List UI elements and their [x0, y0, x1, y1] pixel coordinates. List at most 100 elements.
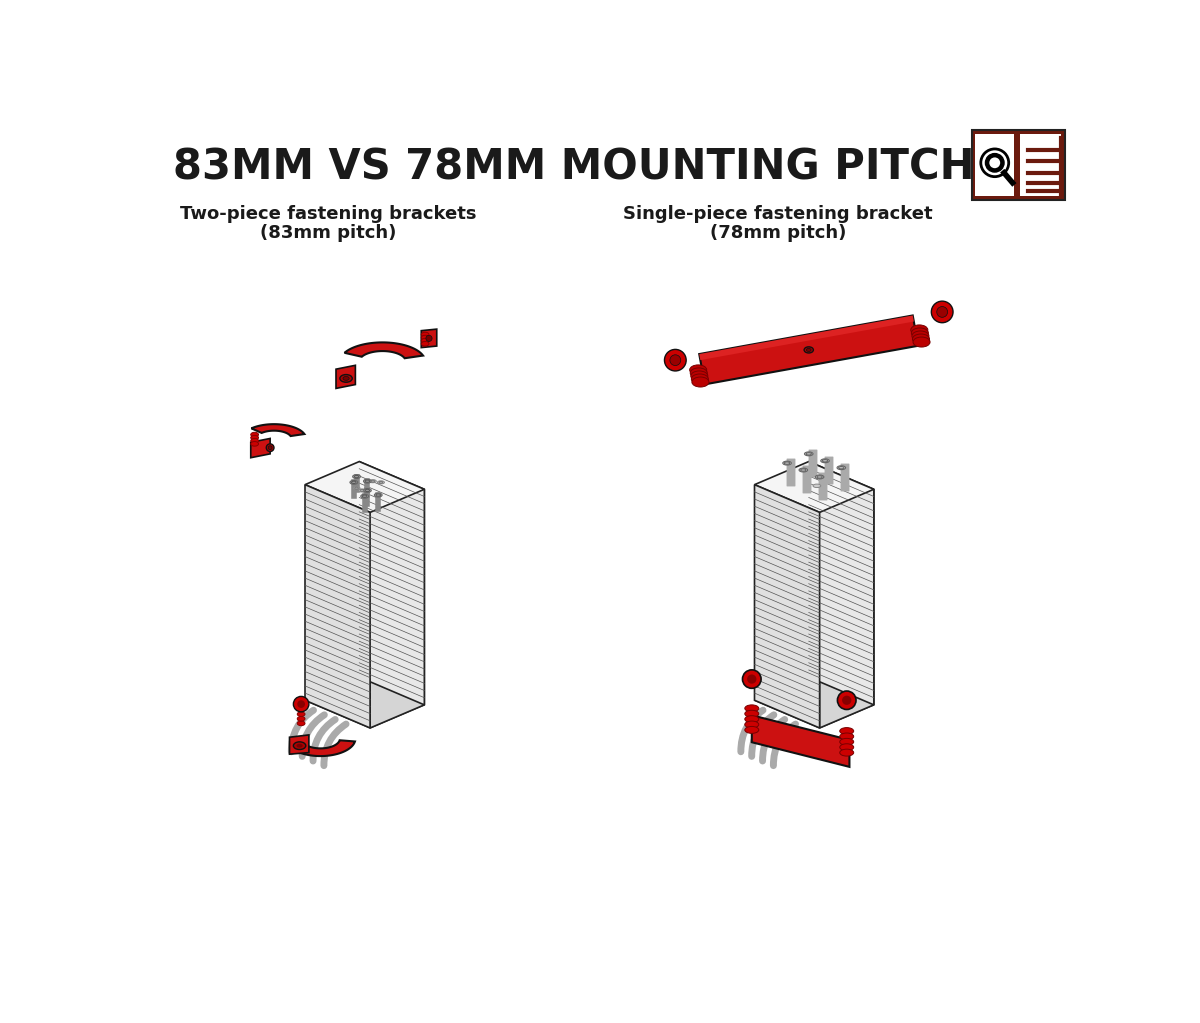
- Ellipse shape: [352, 481, 356, 484]
- Ellipse shape: [785, 462, 790, 464]
- FancyBboxPatch shape: [972, 131, 1064, 199]
- Ellipse shape: [374, 493, 382, 497]
- Ellipse shape: [840, 744, 853, 751]
- Polygon shape: [700, 315, 914, 360]
- Circle shape: [931, 301, 953, 322]
- Text: Single-piece fastening bracket: Single-piece fastening bracket: [623, 205, 932, 223]
- Ellipse shape: [745, 721, 758, 728]
- Polygon shape: [820, 489, 874, 728]
- Ellipse shape: [251, 442, 258, 446]
- Polygon shape: [421, 329, 437, 348]
- Text: (83mm pitch): (83mm pitch): [260, 224, 396, 241]
- Ellipse shape: [343, 376, 349, 381]
- Circle shape: [298, 701, 305, 708]
- Polygon shape: [289, 735, 308, 754]
- Circle shape: [937, 307, 948, 317]
- Ellipse shape: [690, 368, 707, 377]
- Circle shape: [670, 355, 680, 365]
- Polygon shape: [755, 677, 874, 728]
- Circle shape: [266, 444, 274, 451]
- Circle shape: [985, 153, 1004, 172]
- Polygon shape: [344, 343, 424, 358]
- Ellipse shape: [913, 337, 930, 347]
- Circle shape: [665, 350, 686, 371]
- Polygon shape: [251, 425, 305, 436]
- Ellipse shape: [365, 489, 370, 492]
- Polygon shape: [300, 741, 355, 756]
- Ellipse shape: [782, 461, 791, 465]
- Ellipse shape: [298, 712, 305, 716]
- Ellipse shape: [378, 481, 384, 484]
- Ellipse shape: [745, 710, 758, 717]
- Ellipse shape: [806, 349, 811, 352]
- Ellipse shape: [806, 453, 811, 455]
- Circle shape: [838, 691, 856, 710]
- Ellipse shape: [353, 487, 360, 490]
- Ellipse shape: [340, 374, 353, 383]
- FancyBboxPatch shape: [976, 134, 1014, 196]
- Circle shape: [980, 149, 1009, 177]
- Ellipse shape: [912, 331, 929, 341]
- Circle shape: [743, 670, 761, 688]
- Ellipse shape: [911, 325, 928, 335]
- Ellipse shape: [421, 336, 430, 340]
- Ellipse shape: [691, 371, 708, 381]
- Ellipse shape: [817, 476, 822, 478]
- Ellipse shape: [298, 716, 305, 721]
- Polygon shape: [305, 677, 425, 728]
- Ellipse shape: [745, 716, 758, 722]
- Ellipse shape: [912, 333, 930, 344]
- Ellipse shape: [839, 466, 844, 469]
- Polygon shape: [251, 439, 270, 457]
- Ellipse shape: [840, 727, 853, 735]
- Ellipse shape: [799, 469, 808, 472]
- Ellipse shape: [354, 476, 359, 478]
- Ellipse shape: [421, 332, 430, 337]
- Ellipse shape: [840, 749, 853, 756]
- Ellipse shape: [822, 459, 828, 462]
- Ellipse shape: [379, 482, 383, 483]
- Ellipse shape: [361, 494, 368, 498]
- Circle shape: [426, 336, 432, 342]
- Circle shape: [748, 674, 756, 683]
- Ellipse shape: [745, 726, 758, 733]
- Polygon shape: [336, 365, 355, 389]
- Ellipse shape: [690, 365, 707, 374]
- Ellipse shape: [296, 744, 302, 748]
- Ellipse shape: [421, 342, 430, 346]
- Ellipse shape: [293, 742, 306, 750]
- Ellipse shape: [371, 480, 374, 482]
- Circle shape: [989, 158, 1000, 168]
- Ellipse shape: [298, 707, 305, 712]
- Circle shape: [293, 697, 308, 712]
- Ellipse shape: [376, 494, 380, 496]
- Ellipse shape: [350, 481, 358, 484]
- Ellipse shape: [355, 487, 359, 489]
- Polygon shape: [755, 485, 820, 728]
- Ellipse shape: [251, 433, 258, 437]
- Ellipse shape: [364, 489, 371, 492]
- Ellipse shape: [360, 489, 364, 491]
- Ellipse shape: [804, 452, 814, 456]
- Ellipse shape: [421, 339, 430, 343]
- Polygon shape: [755, 461, 874, 513]
- Ellipse shape: [804, 347, 814, 353]
- Ellipse shape: [365, 480, 370, 483]
- Circle shape: [842, 696, 851, 705]
- Text: Two-piece fastening brackets: Two-piece fastening brackets: [180, 205, 476, 223]
- Ellipse shape: [251, 436, 258, 440]
- Circle shape: [268, 446, 272, 450]
- Polygon shape: [751, 715, 850, 767]
- Polygon shape: [305, 461, 425, 513]
- Ellipse shape: [362, 495, 367, 497]
- Ellipse shape: [840, 733, 853, 740]
- Ellipse shape: [370, 480, 377, 483]
- Ellipse shape: [821, 459, 829, 462]
- Text: 83MM VS 78MM MOUNTING PITCH:: 83MM VS 78MM MOUNTING PITCH:: [173, 146, 991, 188]
- Ellipse shape: [251, 439, 258, 443]
- Polygon shape: [305, 485, 370, 728]
- Ellipse shape: [800, 469, 806, 472]
- Ellipse shape: [691, 374, 708, 384]
- Ellipse shape: [353, 475, 360, 479]
- Ellipse shape: [838, 465, 846, 470]
